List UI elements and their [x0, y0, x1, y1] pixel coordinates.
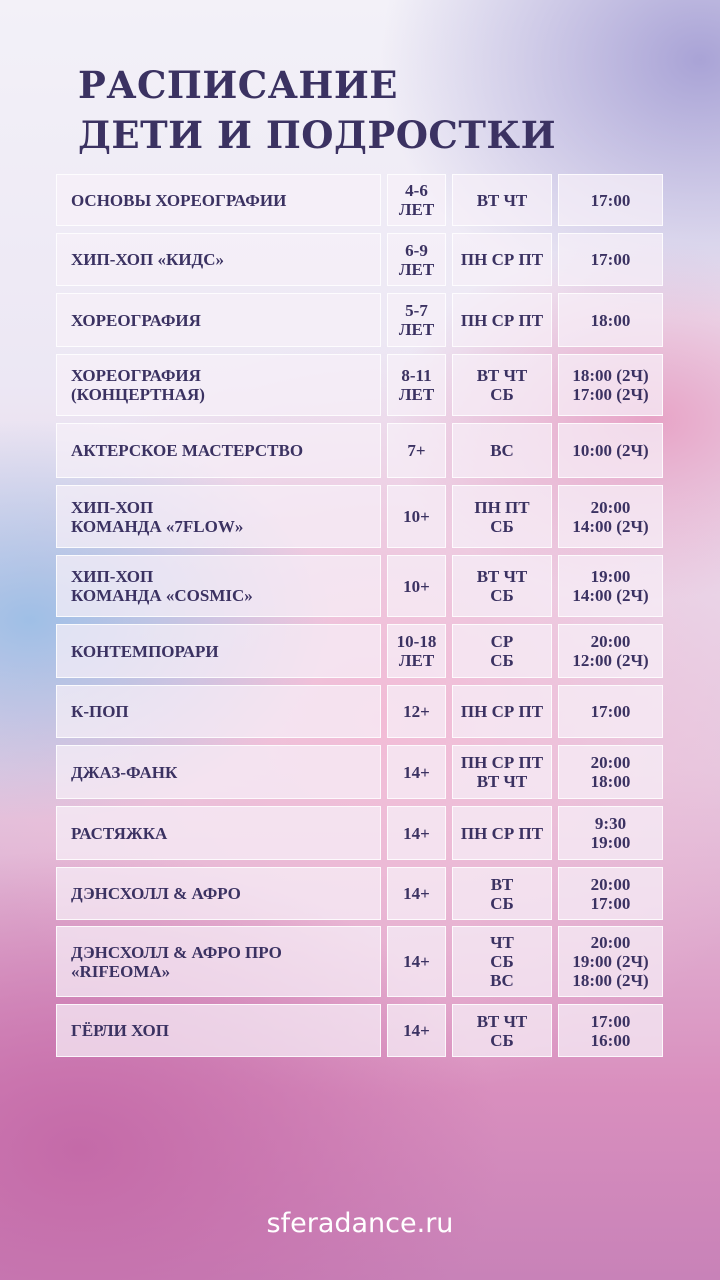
class-name-cell: ХИП-ХОП «КИДС» [56, 233, 381, 286]
time-cell: 18:00 (2Ч) 17:00 (2Ч) [558, 354, 663, 416]
days-cell: ВТ ЧТ [452, 174, 552, 226]
days-cell: ПН СР ПТ [452, 293, 552, 347]
time-cell: 20:00 17:00 [558, 867, 663, 920]
class-name-cell: ХОРЕОГРАФИЯ (КОНЦЕРТНАЯ) [56, 354, 381, 416]
class-name-cell: РАСТЯЖКА [56, 806, 381, 860]
class-name-cell: ДЭНСХОЛЛ & АФРО [56, 867, 381, 920]
days-cell: ЧТ СБ ВС [452, 926, 552, 997]
class-name-cell: ХОРЕОГРАФИЯ [56, 293, 381, 347]
time-cell: 17:00 16:00 [558, 1004, 663, 1057]
days-cell: ВТ СБ [452, 867, 552, 920]
time-cell: 17:00 [558, 174, 663, 226]
age-cell: 10+ [387, 555, 446, 617]
time-cell: 20:00 18:00 [558, 745, 663, 799]
title-line-2: ДЕТИ И ПОДРОСТКИ [78, 113, 557, 157]
days-cell: ПН СР ПТ [452, 806, 552, 860]
time-cell: 17:00 [558, 685, 663, 738]
time-cell: 20:00 12:00 (2Ч) [558, 624, 663, 678]
time-cell: 20:00 14:00 (2Ч) [558, 485, 663, 548]
age-cell: 14+ [387, 806, 446, 860]
time-cell: 10:00 (2Ч) [558, 423, 663, 478]
days-cell: СР СБ [452, 624, 552, 678]
age-cell: 14+ [387, 745, 446, 799]
class-name-cell: ГЁРЛИ ХОП [56, 1004, 381, 1057]
age-cell: 8-11 ЛЕТ [387, 354, 446, 416]
days-cell: ПН СР ПТ [452, 233, 552, 286]
website-link[interactable]: sferadance.ru [266, 1208, 454, 1239]
age-cell: 14+ [387, 867, 446, 920]
days-cell: ПН СР ПТ [452, 685, 552, 738]
age-cell: 10+ [387, 485, 446, 548]
days-cell: ВТ ЧТ СБ [452, 555, 552, 617]
class-name-cell: ХИП-ХОП КОМАНДА «COSMIC» [56, 555, 381, 617]
title-line-1: РАСПИСАНИЕ [78, 63, 399, 107]
class-name-cell: К-ПОП [56, 685, 381, 738]
page-title: РАСПИСАНИЕ ДЕТИ И ПОДРОСТКИ [78, 60, 556, 160]
age-cell: 10-18 ЛЕТ [387, 624, 446, 678]
class-name-cell: ОСНОВЫ ХОРЕОГРАФИИ [56, 174, 381, 226]
days-cell: ПН ПТ СБ [452, 485, 552, 548]
age-cell: 4-6 ЛЕТ [387, 174, 446, 226]
time-cell: 17:00 [558, 233, 663, 286]
age-cell: 7+ [387, 423, 446, 478]
class-name-cell: ХИП-ХОП КОМАНДА «7FLOW» [56, 485, 381, 548]
days-cell: ВТ ЧТ СБ [452, 354, 552, 416]
class-name-cell: ДЭНСХОЛЛ & АФРО ПРО «RIFEOMA» [56, 926, 381, 997]
time-cell: 20:00 19:00 (2Ч) 18:00 (2Ч) [558, 926, 663, 997]
time-cell: 19:00 14:00 (2Ч) [558, 555, 663, 617]
age-cell: 6-9 ЛЕТ [387, 233, 446, 286]
time-cell: 9:30 19:00 [558, 806, 663, 860]
age-cell: 14+ [387, 926, 446, 997]
days-cell: ВС [452, 423, 552, 478]
age-cell: 14+ [387, 1004, 446, 1057]
days-cell: ПН СР ПТ ВТ ЧТ [452, 745, 552, 799]
time-cell: 18:00 [558, 293, 663, 347]
days-cell: ВТ ЧТ СБ [452, 1004, 552, 1057]
class-name-cell: ДЖАЗ-ФАНК [56, 745, 381, 799]
age-cell: 5-7 ЛЕТ [387, 293, 446, 347]
age-cell: 12+ [387, 685, 446, 738]
class-name-cell: КОНТЕМПОРАРИ [56, 624, 381, 678]
class-name-cell: АКТЕРСКОЕ МАСТЕРСТВО [56, 423, 381, 478]
